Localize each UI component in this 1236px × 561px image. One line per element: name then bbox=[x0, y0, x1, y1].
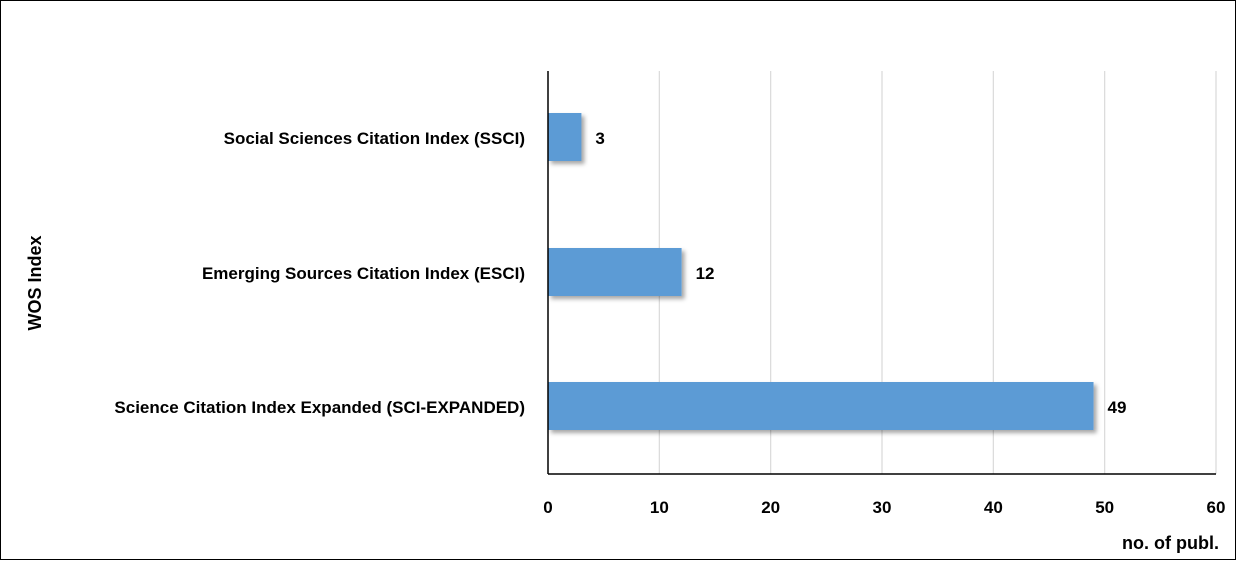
x-tick-label: 40 bbox=[984, 498, 1003, 517]
bar bbox=[548, 113, 582, 161]
bars bbox=[548, 113, 1094, 430]
labels: 3 Social Sciences Citation Index (SSCI) 12… bbox=[114, 129, 1225, 517]
data-label: 49 bbox=[1108, 398, 1127, 417]
category-label: Science Citation Index Expanded (SCI-EXP… bbox=[114, 398, 525, 417]
y-axis-title: WOS Index bbox=[25, 235, 45, 330]
x-tick-label: 60 bbox=[1207, 498, 1226, 517]
bar bbox=[548, 382, 1094, 430]
x-axis-title: no. of publ. bbox=[1122, 533, 1219, 553]
data-label: 12 bbox=[696, 264, 715, 283]
x-tick-label: 10 bbox=[650, 498, 669, 517]
data-label: 3 bbox=[595, 129, 604, 148]
bar bbox=[548, 248, 682, 296]
category-label: Emerging Sources Citation Index (ESCI) bbox=[202, 264, 525, 283]
x-tick-label: 50 bbox=[1095, 498, 1114, 517]
x-tick-label: 30 bbox=[873, 498, 892, 517]
category-label: Social Sciences Citation Index (SSCI) bbox=[224, 129, 525, 148]
x-tick-label: 20 bbox=[761, 498, 780, 517]
x-tick-label: 0 bbox=[543, 498, 552, 517]
axes bbox=[547, 71, 1216, 475]
